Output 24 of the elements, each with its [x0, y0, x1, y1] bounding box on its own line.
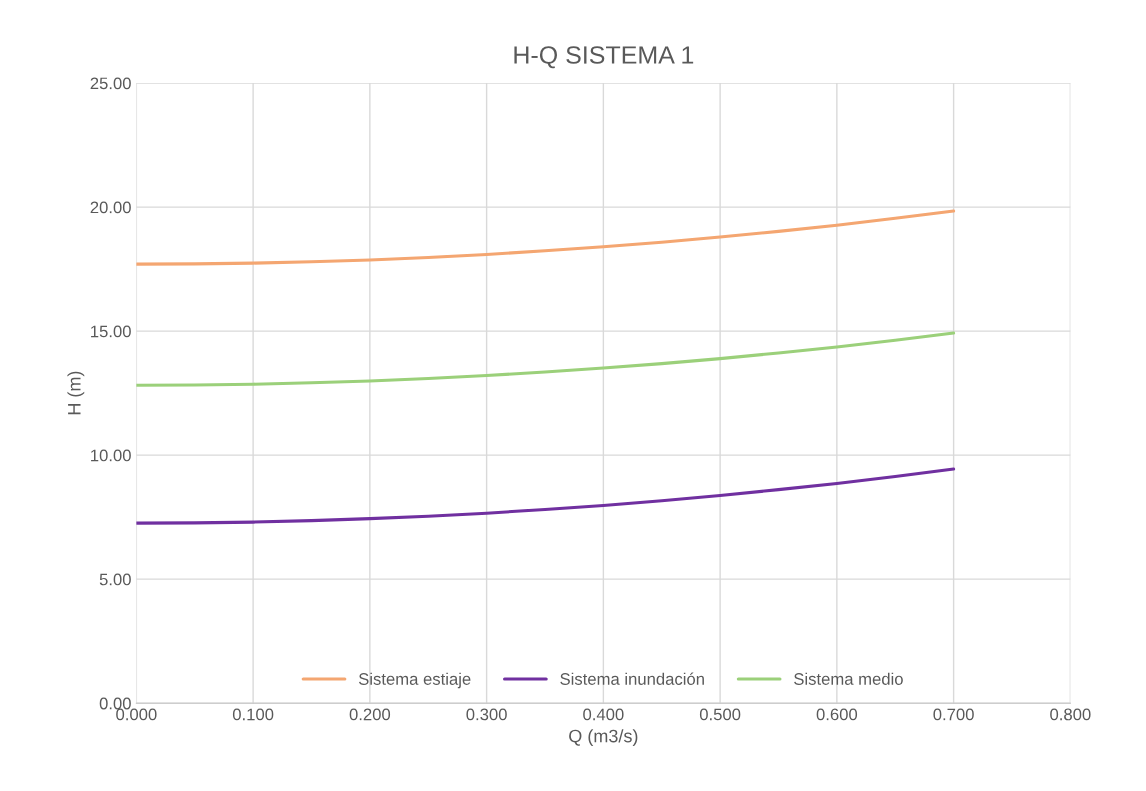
- x-axis-title: Q (m3/s): [569, 729, 638, 746]
- x-tick-label: 0.400: [583, 708, 624, 721]
- x-tick-label: 0.800: [1050, 708, 1091, 721]
- y-tick-label: 15.00: [91, 325, 131, 338]
- x-tick-label: 0.000: [116, 708, 157, 721]
- x-tick-label: 0.500: [699, 708, 741, 721]
- line-series: [136, 331, 956, 387]
- y-tick-label: 20.00: [90, 201, 131, 214]
- y-tick-label: 5.00: [99, 573, 131, 586]
- legend-label: Sistema medio: [794, 672, 903, 685]
- chart-title: H-Q SISTEMA 1: [514, 46, 694, 69]
- x-tick-label: 0.600: [816, 708, 858, 721]
- legend-label: Sistema inundación: [560, 672, 704, 685]
- line-series: [136, 467, 956, 525]
- x-tick-label: 0.300: [466, 708, 507, 721]
- y-tick-label: 0.00: [99, 697, 131, 710]
- y-axis-title: H (m): [67, 371, 85, 415]
- legend-label: Sistema estiaje: [358, 672, 471, 689]
- y-tick-label: 25.00: [90, 77, 131, 90]
- x-tick-label: 0.700: [933, 708, 974, 721]
- x-tick-label: 0.100: [232, 708, 274, 721]
- line-series: [136, 209, 956, 266]
- x-tick-label: 0.200: [349, 708, 391, 721]
- y-tick-label: 10.00: [91, 449, 131, 462]
